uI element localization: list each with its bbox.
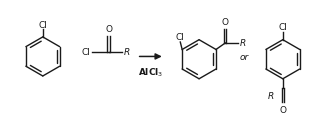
- Text: R: R: [267, 91, 274, 100]
- Text: or: or: [239, 52, 248, 61]
- Text: AlCl$_3$: AlCl$_3$: [138, 66, 163, 78]
- Text: Cl: Cl: [38, 20, 47, 29]
- Text: Cl: Cl: [175, 33, 184, 42]
- Text: Cl: Cl: [81, 48, 90, 57]
- Text: O: O: [279, 105, 286, 114]
- Text: O: O: [105, 25, 112, 34]
- Text: O: O: [222, 18, 229, 27]
- Text: R: R: [123, 48, 130, 57]
- Text: Cl: Cl: [278, 23, 287, 32]
- Text: R: R: [240, 39, 246, 48]
